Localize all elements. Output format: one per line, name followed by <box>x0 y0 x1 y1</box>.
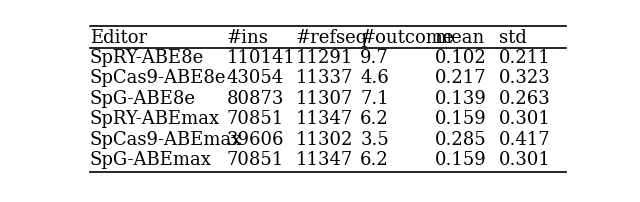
Text: 0.263: 0.263 <box>499 90 551 108</box>
Text: #ins: #ins <box>227 28 268 46</box>
Text: SpCas9-ABE8e: SpCas9-ABE8e <box>90 69 227 87</box>
Text: #refseq: #refseq <box>296 28 368 46</box>
Text: 0.301: 0.301 <box>499 110 551 128</box>
Text: 11347: 11347 <box>296 110 353 128</box>
Text: 0.159: 0.159 <box>435 151 486 169</box>
Text: 70851: 70851 <box>227 151 284 169</box>
Text: SpRY-ABE8e: SpRY-ABE8e <box>90 49 204 67</box>
Text: SpRY-ABEmax: SpRY-ABEmax <box>90 110 220 128</box>
Text: 0.285: 0.285 <box>435 131 486 149</box>
Text: #outcome: #outcome <box>360 28 454 46</box>
Text: 6.2: 6.2 <box>360 110 389 128</box>
Text: 80873: 80873 <box>227 90 284 108</box>
Text: std: std <box>499 28 527 46</box>
Text: 7.1: 7.1 <box>360 90 389 108</box>
Text: 6.2: 6.2 <box>360 151 389 169</box>
Text: 0.139: 0.139 <box>435 90 486 108</box>
Text: 0.211: 0.211 <box>499 49 551 67</box>
Text: mean: mean <box>435 28 485 46</box>
Text: Editor: Editor <box>90 28 147 46</box>
Text: 43054: 43054 <box>227 69 284 87</box>
Text: 0.102: 0.102 <box>435 49 486 67</box>
Text: 0.323: 0.323 <box>499 69 551 87</box>
Text: SpCas9-ABEmax: SpCas9-ABEmax <box>90 131 243 149</box>
Text: 11291: 11291 <box>296 49 353 67</box>
Text: 110141: 110141 <box>227 49 295 67</box>
Text: 11347: 11347 <box>296 151 353 169</box>
Text: 9.7: 9.7 <box>360 49 389 67</box>
Text: 3.5: 3.5 <box>360 131 389 149</box>
Text: 11307: 11307 <box>296 90 353 108</box>
Text: 0.417: 0.417 <box>499 131 551 149</box>
Text: 70851: 70851 <box>227 110 284 128</box>
Text: 39606: 39606 <box>227 131 284 149</box>
Text: SpG-ABEmax: SpG-ABEmax <box>90 151 212 169</box>
Text: 11337: 11337 <box>296 69 353 87</box>
Text: 4.6: 4.6 <box>360 69 389 87</box>
Text: 0.159: 0.159 <box>435 110 486 128</box>
Text: 0.217: 0.217 <box>435 69 486 87</box>
Text: 0.301: 0.301 <box>499 151 551 169</box>
Text: SpG-ABE8e: SpG-ABE8e <box>90 90 196 108</box>
Text: 11302: 11302 <box>296 131 353 149</box>
